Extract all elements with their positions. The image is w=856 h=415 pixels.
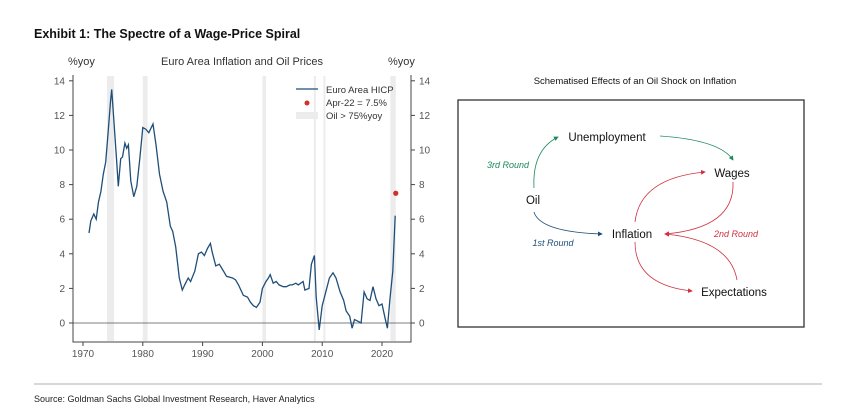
node-unemployment: Unemployment — [568, 132, 646, 144]
y-tick-label-left: 12 — [54, 111, 66, 122]
label-2nd-round: 2nd Round — [713, 229, 759, 239]
arrow-oil-unemployment — [533, 136, 559, 189]
y-tick-label-right: 2 — [419, 284, 425, 295]
legend-hicp: Euro Area HICP — [326, 85, 394, 96]
y-axis-label-left: %yoy — [68, 56, 95, 68]
y-axis-label-right: %yoy — [388, 56, 415, 68]
oil-shade-band — [142, 76, 148, 341]
legend: Euro Area HICP Apr-22 = 7.5% Oil > 75%yo… — [296, 85, 394, 122]
y-tick-label-left: 10 — [54, 146, 66, 157]
x-tick-label: 1990 — [191, 349, 214, 360]
y-tick-label-left: 4 — [59, 249, 65, 260]
y-tick-label-right: 6 — [419, 215, 425, 226]
node-wages: Wages — [714, 168, 750, 180]
y-tick-label-right: 12 — [419, 111, 431, 122]
y-tick-label-right: 8 — [419, 180, 425, 191]
data-point-apr-22 — [393, 190, 399, 196]
y-tick-label-left: 0 — [59, 319, 65, 330]
legend-point-icon — [304, 100, 310, 106]
y-tick-label-left: 2 — [59, 284, 65, 295]
y-tick-label-right: 0 — [419, 319, 425, 330]
arrow-oil-inflation — [533, 211, 603, 237]
chart-title: Euro Area Inflation and Oil Prices — [161, 56, 324, 68]
y-tick-label-right: 10 — [419, 146, 431, 157]
label-3rd-round: 3rd Round — [487, 160, 530, 170]
exhibit-title: Exhibit 1: The Spectre of a Wage-Price S… — [34, 27, 300, 41]
x-tick-label: 1970 — [72, 349, 95, 360]
arrow-inflation-wages — [634, 169, 706, 223]
x-tick-label: 2010 — [311, 349, 334, 360]
oil-shade-band — [106, 76, 115, 341]
x-tick-label: 2000 — [251, 349, 274, 360]
oil-shade-band — [323, 76, 326, 341]
diagram-title: Schematised Effects of an Oil Shock on I… — [534, 76, 737, 87]
y-tick-label-left: 8 — [59, 180, 65, 191]
inflation-chart: Euro Area Inflation and Oil Prices %yoy … — [54, 56, 431, 360]
y-tick-label-left: 14 — [54, 76, 66, 87]
arrow-inflation-expectations — [634, 241, 693, 293]
arrow-wages-inflation — [664, 181, 734, 237]
node-expectations: Expectations — [701, 287, 767, 299]
series-line-euro-area-hicp — [88, 89, 396, 330]
legend-oil: Oil > 75%yoy — [326, 111, 382, 122]
oil-shade-band — [262, 76, 266, 341]
oil-shade-band — [390, 76, 396, 341]
legend-shade-icon — [296, 112, 318, 119]
label-1st-round: 1st Round — [532, 238, 574, 248]
arrow-expectations-inflation — [664, 231, 738, 281]
node-inflation: Inflation — [612, 229, 652, 241]
oil-shock-diagram: Schematised Effects of an Oil Shock on I… — [457, 76, 805, 328]
node-oil: Oil — [526, 195, 540, 207]
y-tick-label-left: 6 — [59, 215, 65, 226]
source-note: Source: Goldman Sachs Global Investment … — [34, 394, 315, 404]
diagram-frame — [457, 99, 805, 328]
arrow-unemployment-wages — [659, 135, 734, 161]
y-tick-label-right: 4 — [419, 249, 425, 260]
x-tick-label: 2020 — [371, 349, 394, 360]
legend-point: Apr-22 = 7.5% — [326, 98, 388, 109]
x-tick-label: 1980 — [132, 349, 155, 360]
plot-frame — [72, 75, 412, 343]
y-tick-label-right: 14 — [419, 76, 431, 87]
oil-shade-band — [313, 76, 316, 341]
